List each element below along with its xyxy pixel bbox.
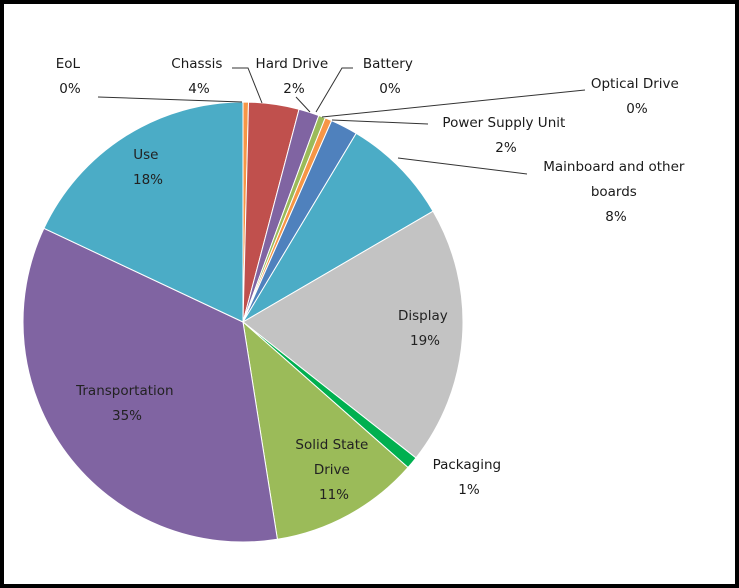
- label-power-supply: Power Supply Unit 2%: [442, 115, 569, 156]
- leader-line-optical-drive: [321, 89, 586, 118]
- leader-line-battery: [315, 67, 353, 113]
- label-chassis-name: Chassis: [171, 56, 222, 72]
- leader-line-mainboard: [397, 157, 528, 175]
- label-battery: Battery 0%: [363, 56, 417, 97]
- label-battery-pct: 0%: [379, 81, 401, 97]
- pie-slice-use: [43, 101, 244, 323]
- label-hard-drive: Hard Drive 2%: [256, 56, 333, 97]
- label-use-name: Use: [133, 147, 158, 163]
- pie-slices: [22, 101, 464, 543]
- label-power-supply-pct: 2%: [495, 140, 517, 156]
- label-ssd: Solid State Drive 11%: [295, 437, 372, 503]
- label-ssd-line1: Solid State: [295, 437, 368, 453]
- label-transportation: Transportation 35%: [75, 383, 178, 424]
- leader-line-chassis: [232, 67, 263, 104]
- pie-slice-transportation: [22, 227, 278, 543]
- label-eol: EoL 0%: [56, 56, 85, 97]
- label-mainboard-line2: boards: [591, 184, 637, 200]
- pie-slice-solid-state-drive: [242, 320, 409, 540]
- label-transportation-name: Transportation: [75, 383, 173, 399]
- label-mainboard-pct: 8%: [605, 209, 627, 225]
- label-optical-drive: Optical Drive 0%: [591, 76, 683, 117]
- label-hard-drive-name: Hard Drive: [256, 56, 329, 72]
- pie-slice-display: [242, 210, 464, 459]
- label-optical-drive-name: Optical Drive: [591, 76, 679, 92]
- leader-line-power-supply: [331, 119, 429, 125]
- label-mainboard: Mainboard and other boards 8%: [543, 159, 688, 225]
- label-display-pct: 19%: [410, 333, 440, 349]
- label-transportation-pct: 35%: [112, 408, 142, 424]
- label-optical-drive-pct: 0%: [626, 101, 648, 117]
- label-chassis: Chassis 4%: [171, 56, 226, 97]
- label-use-pct: 18%: [133, 172, 163, 188]
- label-packaging-name: Packaging: [433, 457, 502, 473]
- label-battery-name: Battery: [363, 56, 413, 72]
- label-use: Use 18%: [133, 147, 163, 188]
- label-ssd-line2: Drive: [314, 462, 350, 478]
- label-display: Display 19%: [398, 308, 452, 349]
- label-hard-drive-pct: 2%: [283, 81, 305, 97]
- pie-slice-mainboard-and-other-boards: [242, 132, 434, 323]
- label-packaging: Packaging 1%: [433, 457, 506, 498]
- label-packaging-pct: 1%: [458, 482, 480, 498]
- label-mainboard-line1: Mainboard and other: [543, 159, 685, 175]
- label-chassis-pct: 4%: [188, 81, 210, 97]
- leader-lines: [97, 67, 586, 175]
- label-power-supply-name: Power Supply Unit: [442, 115, 565, 131]
- leader-line-eol: [97, 96, 243, 103]
- label-eol-pct: 0%: [59, 81, 81, 97]
- leader-line-hard-drive: [295, 96, 311, 113]
- label-eol-name: EoL: [56, 56, 81, 72]
- label-display-name: Display: [398, 308, 448, 324]
- label-ssd-pct: 11%: [319, 487, 349, 503]
